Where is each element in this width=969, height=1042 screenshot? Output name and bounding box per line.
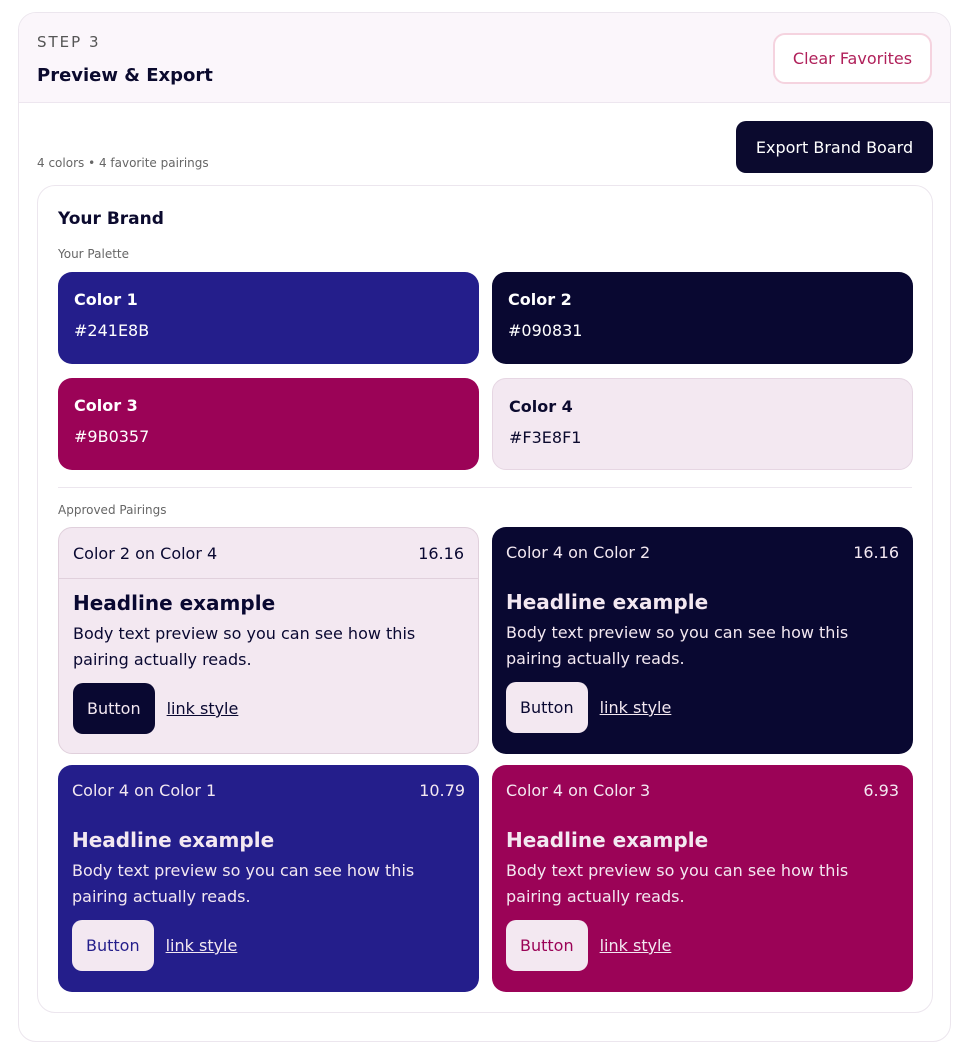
body-text-example: Body text preview so you can see how thi…	[506, 861, 849, 906]
swatch-name: Color 1	[74, 290, 138, 309]
contrast-ratio: 10.79	[419, 781, 465, 800]
headline-example: Headline example	[506, 828, 709, 852]
contrast-ratio: 6.93	[863, 781, 899, 800]
divider	[58, 487, 912, 488]
swatch-name: Color 2	[508, 290, 572, 309]
palette-label: Your Palette	[58, 247, 129, 261]
sample-link[interactable]: link style	[599, 698, 672, 717]
body-text-example: Body text preview so you can see how thi…	[72, 861, 415, 906]
pairing-label: Color 4 on Color 2	[506, 543, 651, 562]
swatch-hex: #F3E8F1	[509, 428, 582, 447]
sample-button[interactable]: Button	[506, 682, 588, 733]
color-swatch[interactable]: Color 4 #F3E8F1	[492, 378, 913, 470]
color-swatch[interactable]: Color 1 #241E8B	[58, 272, 479, 364]
swatch-name: Color 3	[74, 396, 138, 415]
sample-button[interactable]: Button	[73, 683, 155, 734]
sample-link[interactable]: link style	[599, 936, 672, 955]
step-label: STEP 3	[37, 33, 101, 51]
body-text-example: Body text preview so you can see how thi…	[73, 624, 416, 669]
page-title: Preview & Export	[37, 65, 213, 86]
sample-button[interactable]: Button	[506, 920, 588, 971]
swatch-name: Color 4	[509, 397, 573, 416]
sample-link[interactable]: link style	[165, 936, 238, 955]
body-text-example: Body text preview so you can see how thi…	[506, 623, 849, 668]
brand-board: Your Brand Your Palette Color 1 #241E8B Co…	[37, 185, 933, 1013]
pairing-card: Color 4 on Color 3 6.93 Headline example …	[492, 765, 913, 992]
pairing-header: Color 4 on Color 1 10.79	[58, 765, 479, 816]
pairing-card: Color 4 on Color 1 10.79 Headline example…	[58, 765, 479, 992]
pairing-card: Color 2 on Color 4 16.16 Headline example…	[58, 527, 479, 754]
pairing-label: Color 2 on Color 4	[73, 543, 218, 563]
headline-example: Headline example	[72, 828, 275, 852]
headline-example: Headline example	[506, 590, 709, 614]
sample-button[interactable]: Button	[72, 920, 154, 971]
clear-favorites-button[interactable]: Clear Favorites	[773, 33, 932, 84]
brand-title: Your Brand	[58, 209, 164, 229]
pairing-card: Color 4 on Color 2 16.16 Headline example…	[492, 527, 913, 754]
step-header: STEP 3 Preview & Export Clear Favorites	[19, 13, 950, 103]
pairing-header: Color 2 on Color 4 16.16	[59, 528, 478, 579]
step-panel: STEP 3 Preview & Export Clear Favorites …	[18, 12, 951, 1042]
swatch-hex: #9B0357	[74, 427, 150, 446]
contrast-ratio: 16.16	[418, 543, 464, 563]
pairings-label: Approved Pairings	[58, 503, 167, 517]
export-brand-board-button[interactable]: Export Brand Board	[736, 121, 933, 173]
color-swatch[interactable]: Color 3 #9B0357	[58, 378, 479, 470]
pairing-header: Color 4 on Color 2 16.16	[492, 527, 913, 578]
color-swatch[interactable]: Color 2 #090831	[492, 272, 913, 364]
swatch-hex: #090831	[508, 321, 583, 340]
pairing-header: Color 4 on Color 3 6.93	[492, 765, 913, 816]
pairing-label: Color 4 on Color 3	[506, 781, 651, 800]
swatch-hex: #241E8B	[74, 321, 150, 340]
contrast-ratio: 16.16	[853, 543, 899, 562]
summary-text: 4 colors • 4 favorite pairings	[37, 156, 209, 170]
pairing-label: Color 4 on Color 1	[72, 781, 217, 800]
headline-example: Headline example	[73, 591, 276, 615]
sample-link[interactable]: link style	[166, 699, 239, 718]
